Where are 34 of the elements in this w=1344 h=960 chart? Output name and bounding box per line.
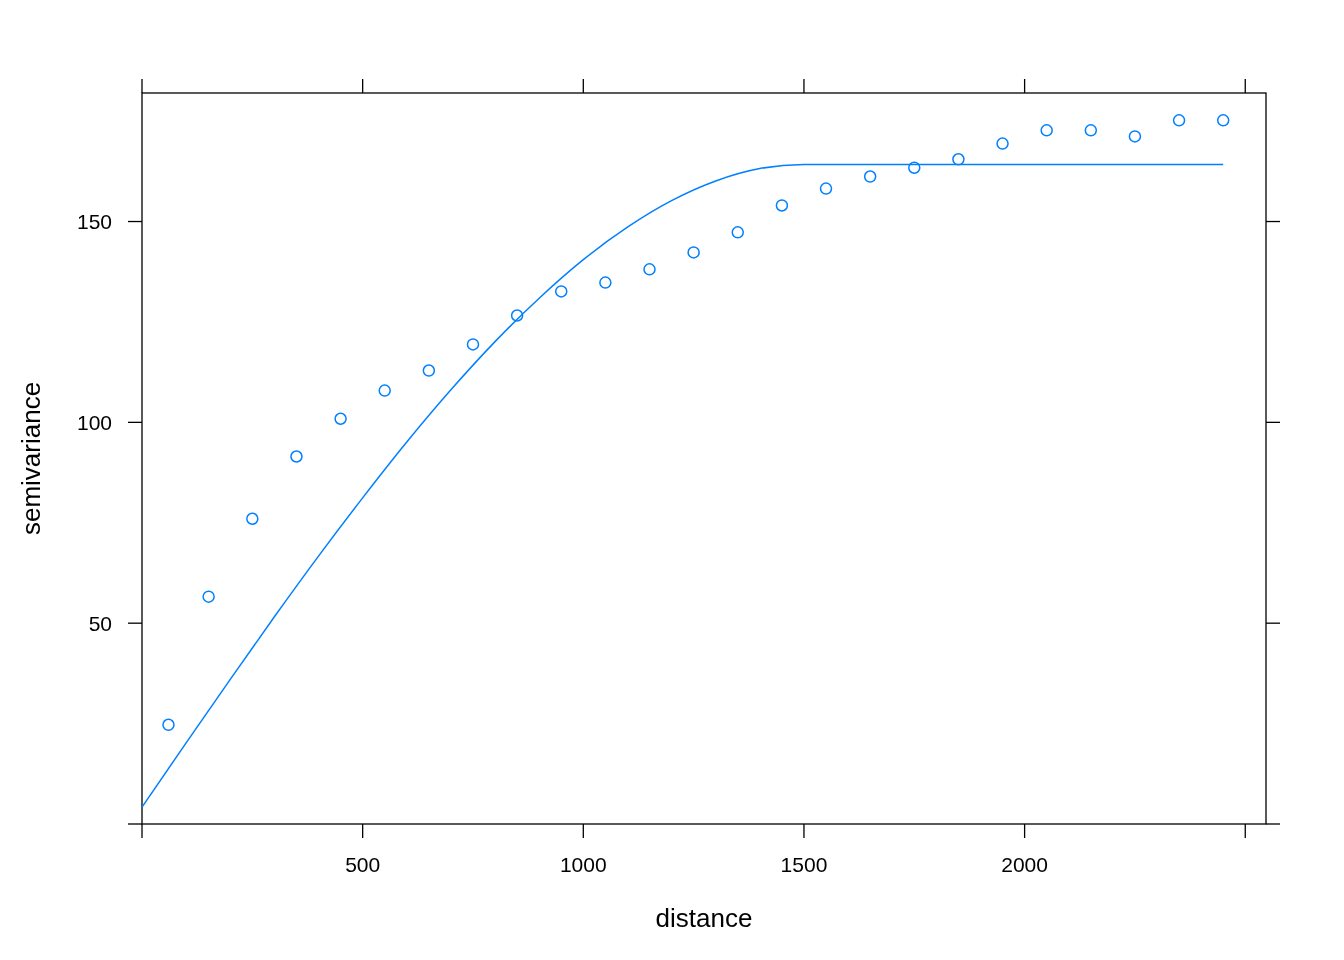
point [290,450,303,463]
point [1216,114,1230,127]
y-axis-title: semivariance [16,381,46,536]
point [510,309,524,322]
point [599,276,612,289]
point [996,137,1009,150]
point [819,182,833,195]
point [202,590,215,603]
point [554,285,568,298]
x-tick-label: 2000 [1001,853,1048,876]
point [1172,114,1186,127]
point [775,199,789,212]
point [466,338,480,351]
point [422,364,436,377]
y-tick-label: 50 [88,611,112,635]
point [687,246,700,259]
point [246,512,259,525]
point [162,718,175,732]
x-axis-title: distance [655,903,753,933]
point [908,161,921,174]
y-tick-label: 100 [76,410,112,434]
point [1128,130,1142,143]
point [1084,124,1098,137]
point [334,412,347,425]
point [1040,124,1053,137]
point [731,226,745,239]
point [643,263,656,276]
point [378,384,391,397]
x-tick-label: 1000 [559,853,607,876]
x-tick-label: 500 [345,853,381,876]
y-tick-label: 150 [76,209,112,233]
point [863,170,877,183]
point [952,153,965,166]
x-tick-label: 1500 [780,853,828,876]
